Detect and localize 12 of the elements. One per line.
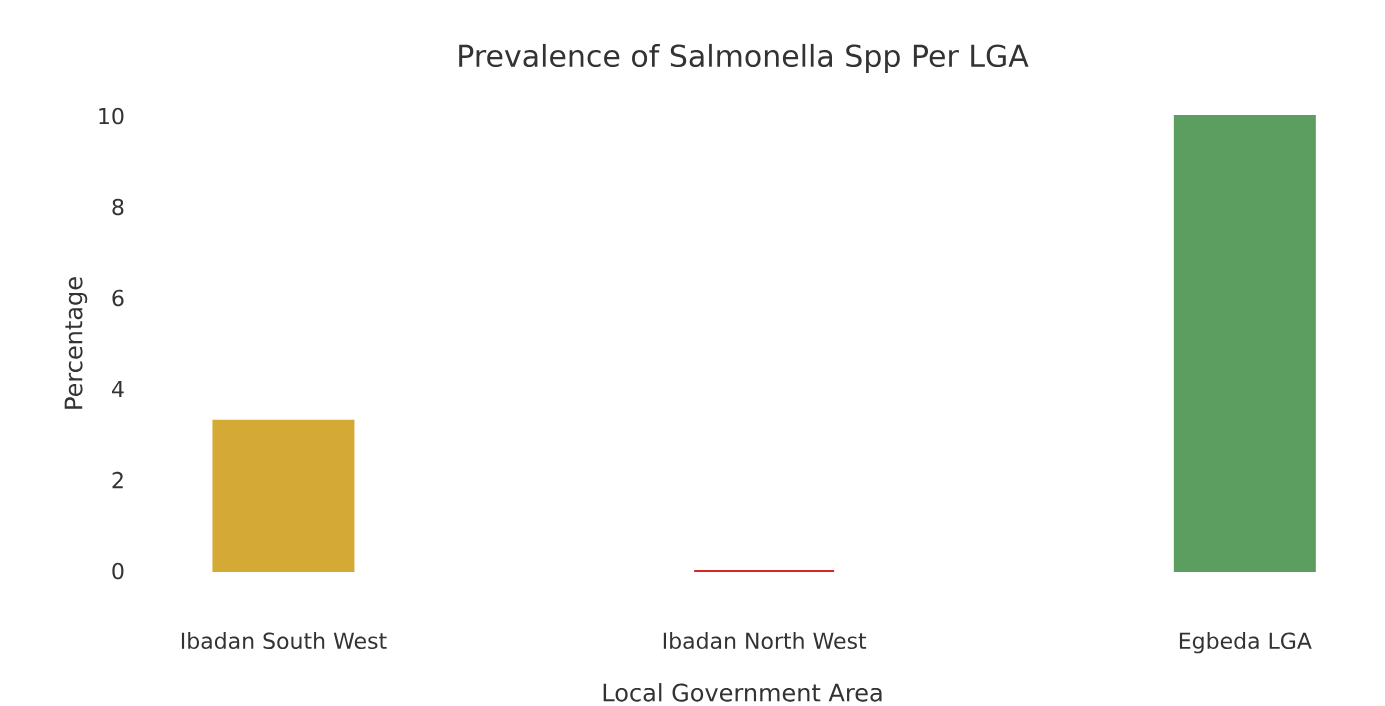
- y-tick-label: 2: [112, 471, 123, 489]
- x-tick-label: Ibadan South West: [181, 632, 387, 650]
- y-tick-label: 8: [112, 198, 124, 216]
- x-tick-label: Egbeda LGA: [1179, 632, 1312, 654]
- y-tick-label: 10: [99, 107, 124, 125]
- chart-title: Prevalence of Salmonella Spp Per LGA: [459, 43, 1029, 73]
- y-tick-label: 0: [112, 562, 124, 580]
- x-axis-title: Local Government Area: [603, 683, 882, 702]
- x-tick-label: Ibadan North West: [663, 632, 867, 650]
- y-tick-label: 6: [112, 289, 124, 307]
- y-axis-title: Percentage: [64, 277, 88, 409]
- y-tick-label: 4: [112, 380, 124, 398]
